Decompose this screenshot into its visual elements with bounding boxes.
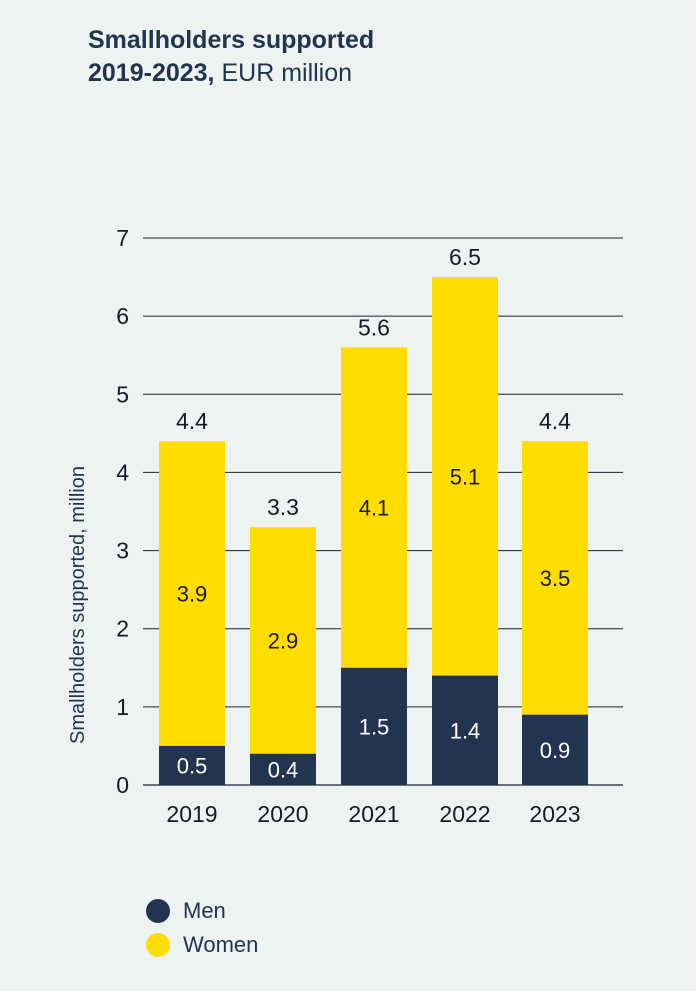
legend-item-men: Men bbox=[146, 894, 258, 928]
x-tick-label-2023: 2023 bbox=[529, 801, 580, 827]
legend-item-women: Women bbox=[146, 928, 258, 962]
y-tick-label-1: 1 bbox=[116, 694, 129, 720]
bar-women-2021 bbox=[341, 347, 407, 668]
legend-swatch-men bbox=[146, 899, 170, 923]
label-total-2021: 5.6 bbox=[358, 314, 390, 340]
title-years: 2019-2023, bbox=[88, 59, 215, 87]
label-women-2021: 4.1 bbox=[359, 496, 390, 521]
label-men-2022: 1.4 bbox=[450, 718, 481, 743]
label-total-2022: 6.5 bbox=[449, 244, 481, 270]
x-tick-label-2019: 2019 bbox=[166, 801, 217, 827]
bar-women-2019 bbox=[159, 441, 225, 746]
label-women-2022: 5.1 bbox=[450, 464, 481, 489]
title-unit: EUR million bbox=[221, 59, 353, 87]
y-tick-label-7: 7 bbox=[116, 225, 129, 251]
bar-men-2022 bbox=[432, 675, 498, 785]
legend-swatch-women bbox=[146, 933, 170, 957]
bar-women-2023 bbox=[522, 441, 588, 715]
x-tick-label-2021: 2021 bbox=[348, 801, 399, 827]
label-total-2020: 3.3 bbox=[267, 494, 299, 520]
label-women-2023: 3.5 bbox=[540, 566, 571, 591]
bar-men-2019 bbox=[159, 745, 225, 785]
label-women-2020: 2.9 bbox=[268, 628, 299, 653]
y-tick-label-2: 2 bbox=[116, 616, 129, 642]
y-tick-label-4: 4 bbox=[116, 459, 129, 485]
chart-title: Smallholders supported 2019-2023, EUR mi… bbox=[88, 24, 374, 90]
title-line-2: 2019-2023, EUR million bbox=[88, 57, 374, 90]
title-line-1: Smallholders supported bbox=[88, 26, 375, 54]
x-tick-label-2020: 2020 bbox=[257, 801, 308, 827]
y-tick-label-6: 6 bbox=[116, 303, 129, 329]
label-total-2019: 4.4 bbox=[176, 408, 208, 434]
bar-men-2023 bbox=[522, 714, 588, 785]
y-axis-label: Smallholders supported, million bbox=[67, 466, 89, 744]
legend: Men Women bbox=[146, 894, 258, 962]
label-men-2019: 0.5 bbox=[177, 753, 208, 778]
label-men-2021: 1.5 bbox=[359, 714, 390, 739]
legend-label-men: Men bbox=[183, 898, 226, 923]
y-tick-label-3: 3 bbox=[116, 538, 129, 564]
y-tick-label-0: 0 bbox=[116, 772, 129, 798]
label-men-2020: 0.4 bbox=[268, 757, 299, 782]
label-men-2023: 0.9 bbox=[540, 738, 571, 763]
bar-men-2021 bbox=[341, 667, 407, 785]
x-tick-label-2022: 2022 bbox=[439, 801, 490, 827]
bar-women-2022 bbox=[432, 277, 498, 676]
y-tick-label-5: 5 bbox=[116, 381, 129, 407]
label-total-2023: 4.4 bbox=[539, 408, 571, 434]
legend-label-women: Women bbox=[183, 932, 259, 957]
label-women-2019: 3.9 bbox=[177, 582, 208, 607]
bar-men-2020 bbox=[250, 753, 316, 785]
bar-women-2020 bbox=[250, 527, 316, 754]
